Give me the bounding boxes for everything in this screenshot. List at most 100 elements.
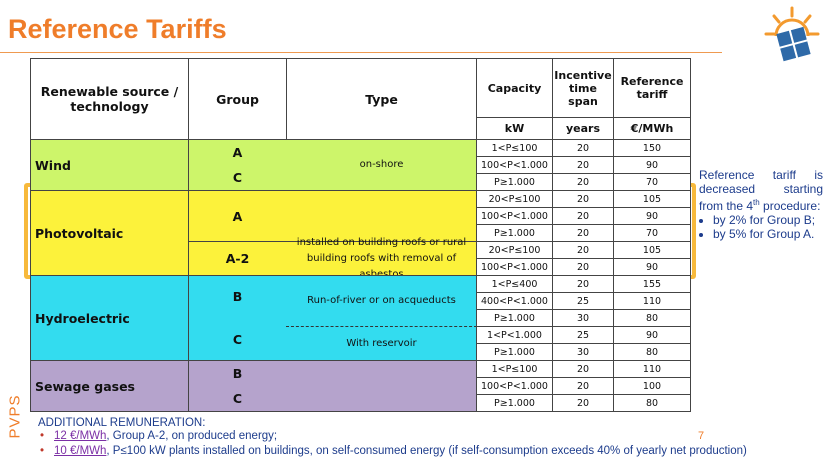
note-bullet: by 2% for Group B;	[713, 213, 823, 227]
link[interactable]: 10 €/MWh	[54, 445, 107, 457]
source-cell: Sewage gases	[30, 360, 189, 412]
note-bullet: by 5% for Group A.	[713, 227, 823, 241]
group-label: A-2	[225, 251, 250, 266]
note-text: Reference tariff is decreased starting f…	[699, 168, 823, 213]
logo	[764, 6, 820, 62]
group-label: B	[232, 289, 243, 305]
data-cell: 20	[552, 360, 614, 378]
data-cell: 30	[552, 343, 614, 361]
group-label: B	[232, 365, 243, 381]
type-label: on-shore	[359, 159, 404, 170]
data-cell: 20	[552, 156, 614, 174]
footer-text: , P≤100 kW plants installed on buildings…	[106, 445, 747, 457]
footer-item: • 12 €/MWh, Group A-2, on produced energy…	[40, 429, 747, 444]
bullet: •	[40, 445, 45, 457]
type-label: Run-of-river or on acqueducts	[307, 295, 456, 306]
unit-header: €/MWh	[613, 117, 691, 140]
data-cell: P≥1.000	[476, 309, 553, 327]
unit-header: years	[552, 117, 614, 140]
data-cell: 25	[552, 292, 614, 310]
type-label: With reservoir	[346, 337, 417, 349]
data-cell: 150	[613, 139, 691, 157]
data-cell: 20	[552, 139, 614, 157]
footer-text: , Group A-2, on produced energy;	[106, 430, 278, 442]
group-label: A	[232, 208, 243, 224]
data-cell: 80	[613, 394, 691, 412]
column-header: Incentive time span	[552, 58, 614, 118]
data-cell: 20<P≤100	[476, 241, 553, 259]
side-label: PVPS	[6, 394, 24, 439]
data-cell: 90	[613, 156, 691, 174]
footer-item: • 10 €/MWh, P≤100 kW plants installed on …	[40, 444, 747, 459]
data-cell: 90	[613, 258, 691, 276]
note-list: by 2% for Group B;by 5% for Group A.	[699, 213, 823, 241]
title-rule	[0, 52, 722, 53]
data-cell: 1<P≤400	[476, 275, 553, 293]
data-cell: 100<P<1.000	[476, 377, 553, 395]
group-type-cell	[188, 360, 477, 412]
group-label: C	[232, 391, 243, 407]
data-cell: 20	[552, 275, 614, 293]
bullet: •	[40, 430, 45, 442]
column-header: Renewable source / technology	[30, 58, 189, 140]
link[interactable]: 12 €/MWh	[54, 430, 107, 442]
data-cell: 30	[552, 309, 614, 327]
group-label: C	[232, 170, 243, 186]
type-label: installed on building roofs or rural bui…	[296, 236, 467, 280]
note-text: procedure:	[759, 199, 821, 213]
data-cell: P≥1.000	[476, 394, 553, 412]
data-cell: 80	[613, 309, 691, 327]
page-number: 7	[698, 430, 705, 442]
data-cell: 100<P<1.000	[476, 156, 553, 174]
data-cell: 100	[613, 377, 691, 395]
data-cell: 90	[613, 207, 691, 225]
footer-heading: ADDITIONAL REMUNERATION:	[38, 417, 206, 429]
title: Reference Tariffs	[8, 14, 227, 44]
data-cell: 20	[552, 241, 614, 259]
group-type-cell	[188, 139, 477, 191]
data-cell: 1<P≤100	[476, 360, 553, 378]
note-intro: Reference tariff is decreased starting f…	[699, 168, 823, 213]
column-header: Capacity	[476, 58, 553, 118]
data-cell: 400<P<1.000	[476, 292, 553, 310]
data-cell: 110	[613, 292, 691, 310]
data-cell: 20	[552, 207, 614, 225]
type-divider	[286, 326, 477, 327]
data-cell: 20	[552, 394, 614, 412]
group-label: A	[232, 144, 243, 160]
source-cell: Wind	[30, 139, 189, 191]
column-header: Type	[286, 58, 477, 140]
note-sup: th	[753, 198, 760, 207]
data-cell: 80	[613, 343, 691, 361]
data-cell: P≥1.000	[476, 173, 553, 191]
footer-list: • 12 €/MWh, Group A-2, on produced energy…	[38, 429, 747, 459]
data-cell: 20	[552, 224, 614, 242]
data-cell: 100<P<1.000	[476, 258, 553, 276]
source-cell: Photovoltaic	[30, 190, 189, 276]
data-cell: 100<P<1.000	[476, 207, 553, 225]
data-cell: P≥1.000	[476, 343, 553, 361]
data-cell: 1<P≤100	[476, 139, 553, 157]
data-cell: 1<P<1.000	[476, 326, 553, 344]
note: Reference tariff is decreased starting f…	[699, 168, 823, 241]
data-cell: 20	[552, 258, 614, 276]
data-cell: P≥1.000	[476, 224, 553, 242]
data-cell: 105	[613, 241, 691, 259]
source-cell: Hydroelectric	[30, 275, 189, 361]
data-cell: 20<P≤100	[476, 190, 553, 208]
data-cell: 20	[552, 173, 614, 191]
data-cell: 25	[552, 326, 614, 344]
data-cell: 70	[613, 173, 691, 191]
data-cell: 90	[613, 326, 691, 344]
data-cell: 20	[552, 190, 614, 208]
data-cell: 110	[613, 360, 691, 378]
unit-header: kW	[476, 117, 553, 140]
data-cell: 155	[613, 275, 691, 293]
column-header: Group	[188, 58, 287, 140]
data-cell: 105	[613, 190, 691, 208]
group-label: C	[232, 331, 243, 347]
data-cell: 20	[552, 377, 614, 395]
data-cell: 70	[613, 224, 691, 242]
column-header: Reference tariff	[613, 58, 691, 118]
